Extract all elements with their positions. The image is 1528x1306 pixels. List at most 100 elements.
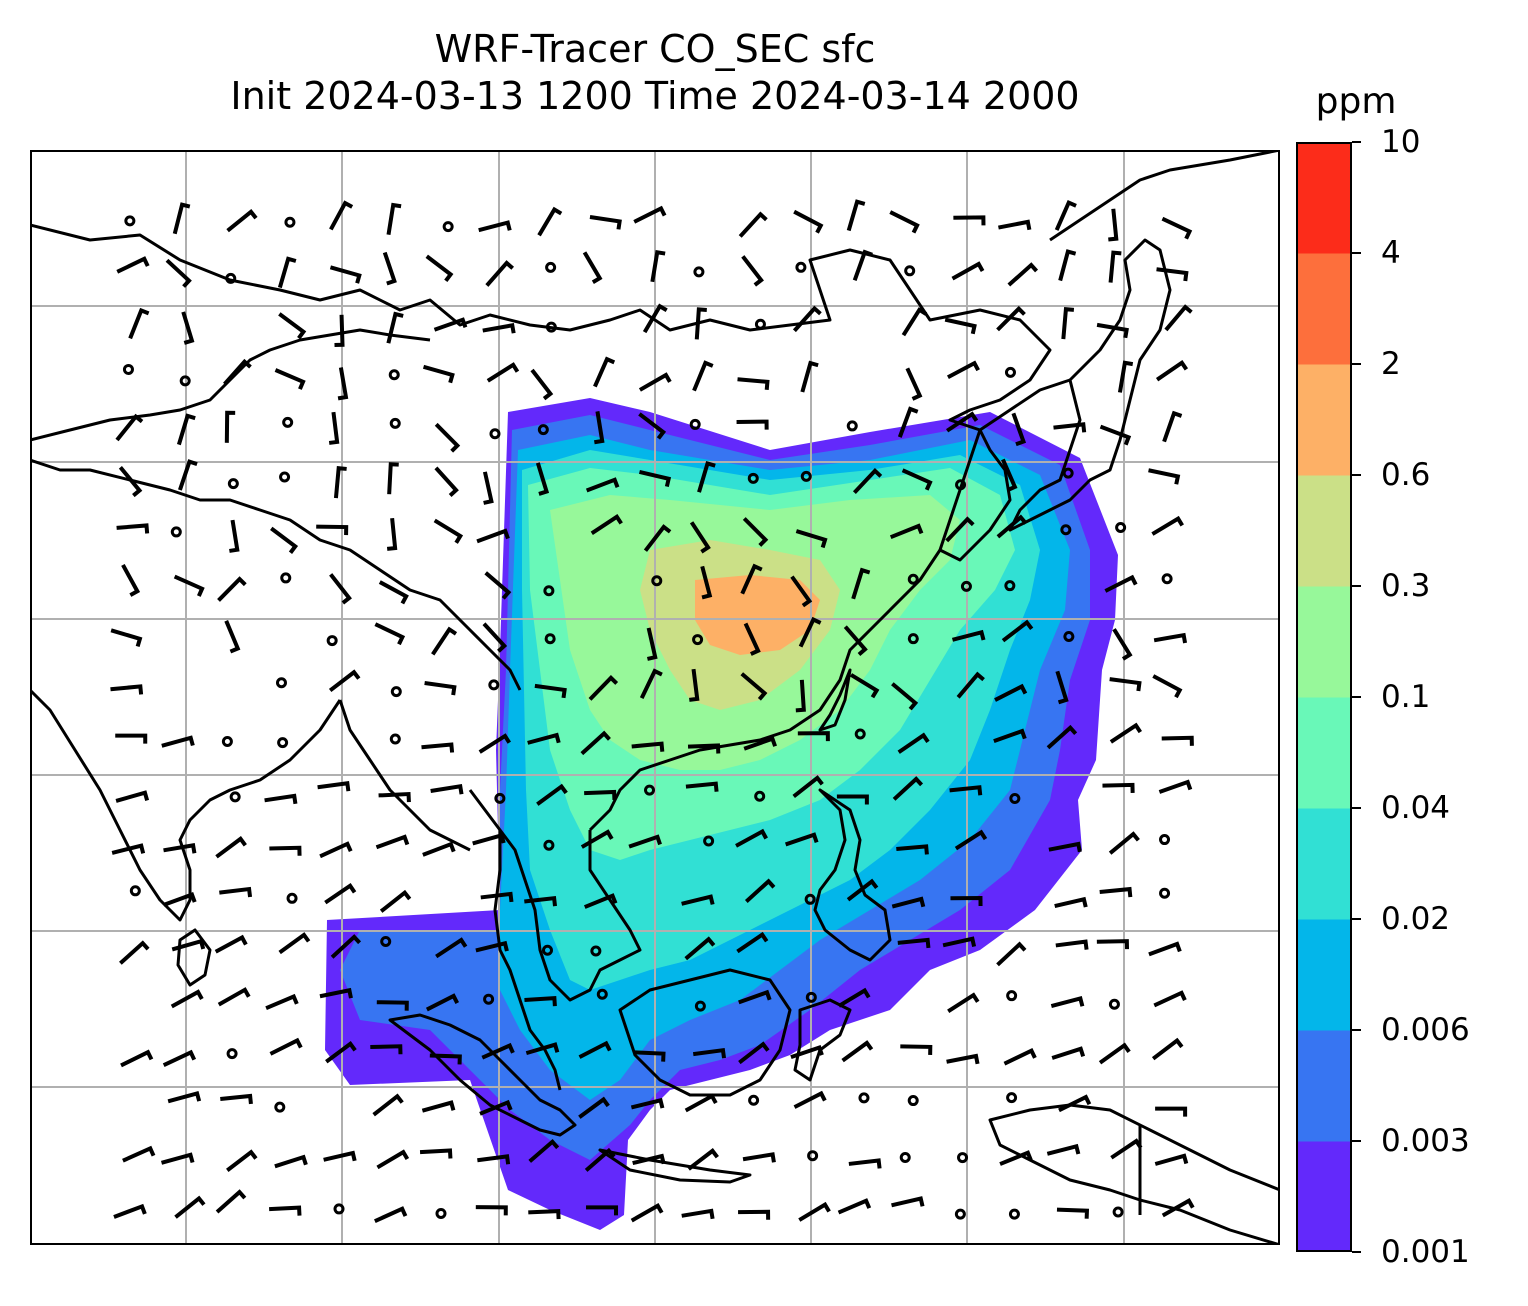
wind-barb <box>163 892 197 907</box>
wind-barb <box>630 1097 665 1110</box>
wind-barb <box>1046 1143 1081 1156</box>
wind-barb <box>1104 574 1138 593</box>
wind-calm-marker <box>225 272 237 284</box>
wind-barb <box>736 931 769 954</box>
wind-barb <box>889 523 924 540</box>
wind-barb <box>638 412 667 440</box>
wind-barb <box>269 845 302 856</box>
wind-barb <box>593 356 616 388</box>
wind-barb <box>743 736 777 751</box>
wind-calm-marker <box>1161 573 1173 585</box>
wind-barb <box>536 783 568 806</box>
wind-barb <box>278 312 307 340</box>
new-guinea <box>988 1103 1280 1245</box>
wind-barb <box>996 514 1028 539</box>
wind-barb <box>1096 939 1130 950</box>
wind-barb <box>215 1189 247 1214</box>
wind-calm-marker <box>280 572 292 584</box>
wind-barb <box>172 202 191 235</box>
wind-barb <box>1056 1207 1090 1219</box>
wind-calm-marker <box>279 471 291 483</box>
colorbar-tick-label: 0.6 <box>1381 457 1431 493</box>
coastlines-and-borders <box>30 150 1280 1245</box>
wind-barb <box>851 567 871 600</box>
wind-calm-marker <box>1112 1206 1124 1218</box>
colorbar-tick-label: 0.3 <box>1381 568 1431 604</box>
wind-barb <box>115 733 148 744</box>
wind-barb <box>120 1049 154 1068</box>
wind-barb <box>741 255 764 287</box>
wind-barb <box>214 934 248 954</box>
wind-barbs <box>110 199 1195 1223</box>
wind-barb <box>115 790 150 803</box>
wind-barb <box>738 211 768 238</box>
wind-calm-marker <box>703 835 715 847</box>
wind-barb <box>585 477 620 493</box>
java <box>598 1148 752 1184</box>
wind-barb <box>475 1205 508 1216</box>
colorbar-band <box>1296 364 1352 476</box>
wind-barb <box>685 781 719 792</box>
wind-barb <box>386 518 398 551</box>
wind-calm-marker <box>388 369 400 381</box>
wind-barb <box>578 1040 612 1059</box>
wind-barb <box>485 260 515 287</box>
wind-calm-marker <box>754 790 766 802</box>
wind-barb <box>632 1153 666 1166</box>
wind-barb <box>1102 782 1135 793</box>
wind-barb <box>945 516 975 543</box>
wind-barb <box>800 360 819 393</box>
wind-barb <box>694 307 707 340</box>
wind-barb <box>785 832 819 847</box>
wind-barb <box>790 575 813 608</box>
wind-barb <box>897 937 931 949</box>
china-east-coast <box>588 549 942 832</box>
colorbar-band <box>1296 1030 1352 1142</box>
himalaya-border <box>30 458 522 691</box>
wind-calm-marker <box>275 677 287 689</box>
wind-barb <box>738 989 772 1005</box>
wind-barb <box>329 573 352 605</box>
wind-barb <box>1155 359 1189 382</box>
wind-barb <box>171 938 206 952</box>
wind-calm-marker <box>692 634 704 646</box>
wind-calm-marker <box>694 1000 706 1012</box>
wind-barb <box>167 1090 202 1104</box>
wind-barb <box>482 323 516 334</box>
wind-barb <box>328 411 340 445</box>
wind-calm-marker <box>537 424 549 436</box>
wind-barb <box>642 303 668 334</box>
wind-barb <box>1048 841 1082 853</box>
wind-barb <box>1155 1106 1188 1117</box>
wind-barb <box>424 680 457 696</box>
bay-of-bengal <box>338 699 471 852</box>
colorbar-band <box>1296 808 1352 920</box>
wind-barb <box>905 367 923 401</box>
wind-barb <box>578 1096 610 1119</box>
wind-barb <box>121 563 141 597</box>
wind-barb <box>1156 267 1189 282</box>
wind-barb <box>162 1049 197 1068</box>
wind-calm-marker <box>494 792 506 804</box>
wind-barb <box>743 622 761 656</box>
wind-barb <box>639 668 663 699</box>
wind-calm-marker <box>1063 631 1075 643</box>
wind-barb <box>1046 724 1078 750</box>
wind-barb <box>891 682 919 711</box>
wind-barb <box>337 367 349 401</box>
wind-barb <box>638 372 672 392</box>
colorbar-tick-mark <box>1352 1029 1361 1031</box>
wind-barb <box>681 894 715 906</box>
wind-calm-marker <box>960 580 972 592</box>
wind-barb <box>370 1044 403 1055</box>
wind-calm-marker <box>904 265 916 277</box>
wind-barb <box>323 1150 357 1162</box>
wind-barb <box>379 889 412 913</box>
wind-barb <box>795 529 828 549</box>
wind-calm-marker <box>957 1152 969 1164</box>
colorbar-tick-mark <box>1352 363 1361 365</box>
wind-calm-circles <box>122 215 1173 1220</box>
wind-barb <box>118 466 143 498</box>
wind-calm-marker <box>488 679 500 691</box>
wind-barb <box>792 775 824 799</box>
